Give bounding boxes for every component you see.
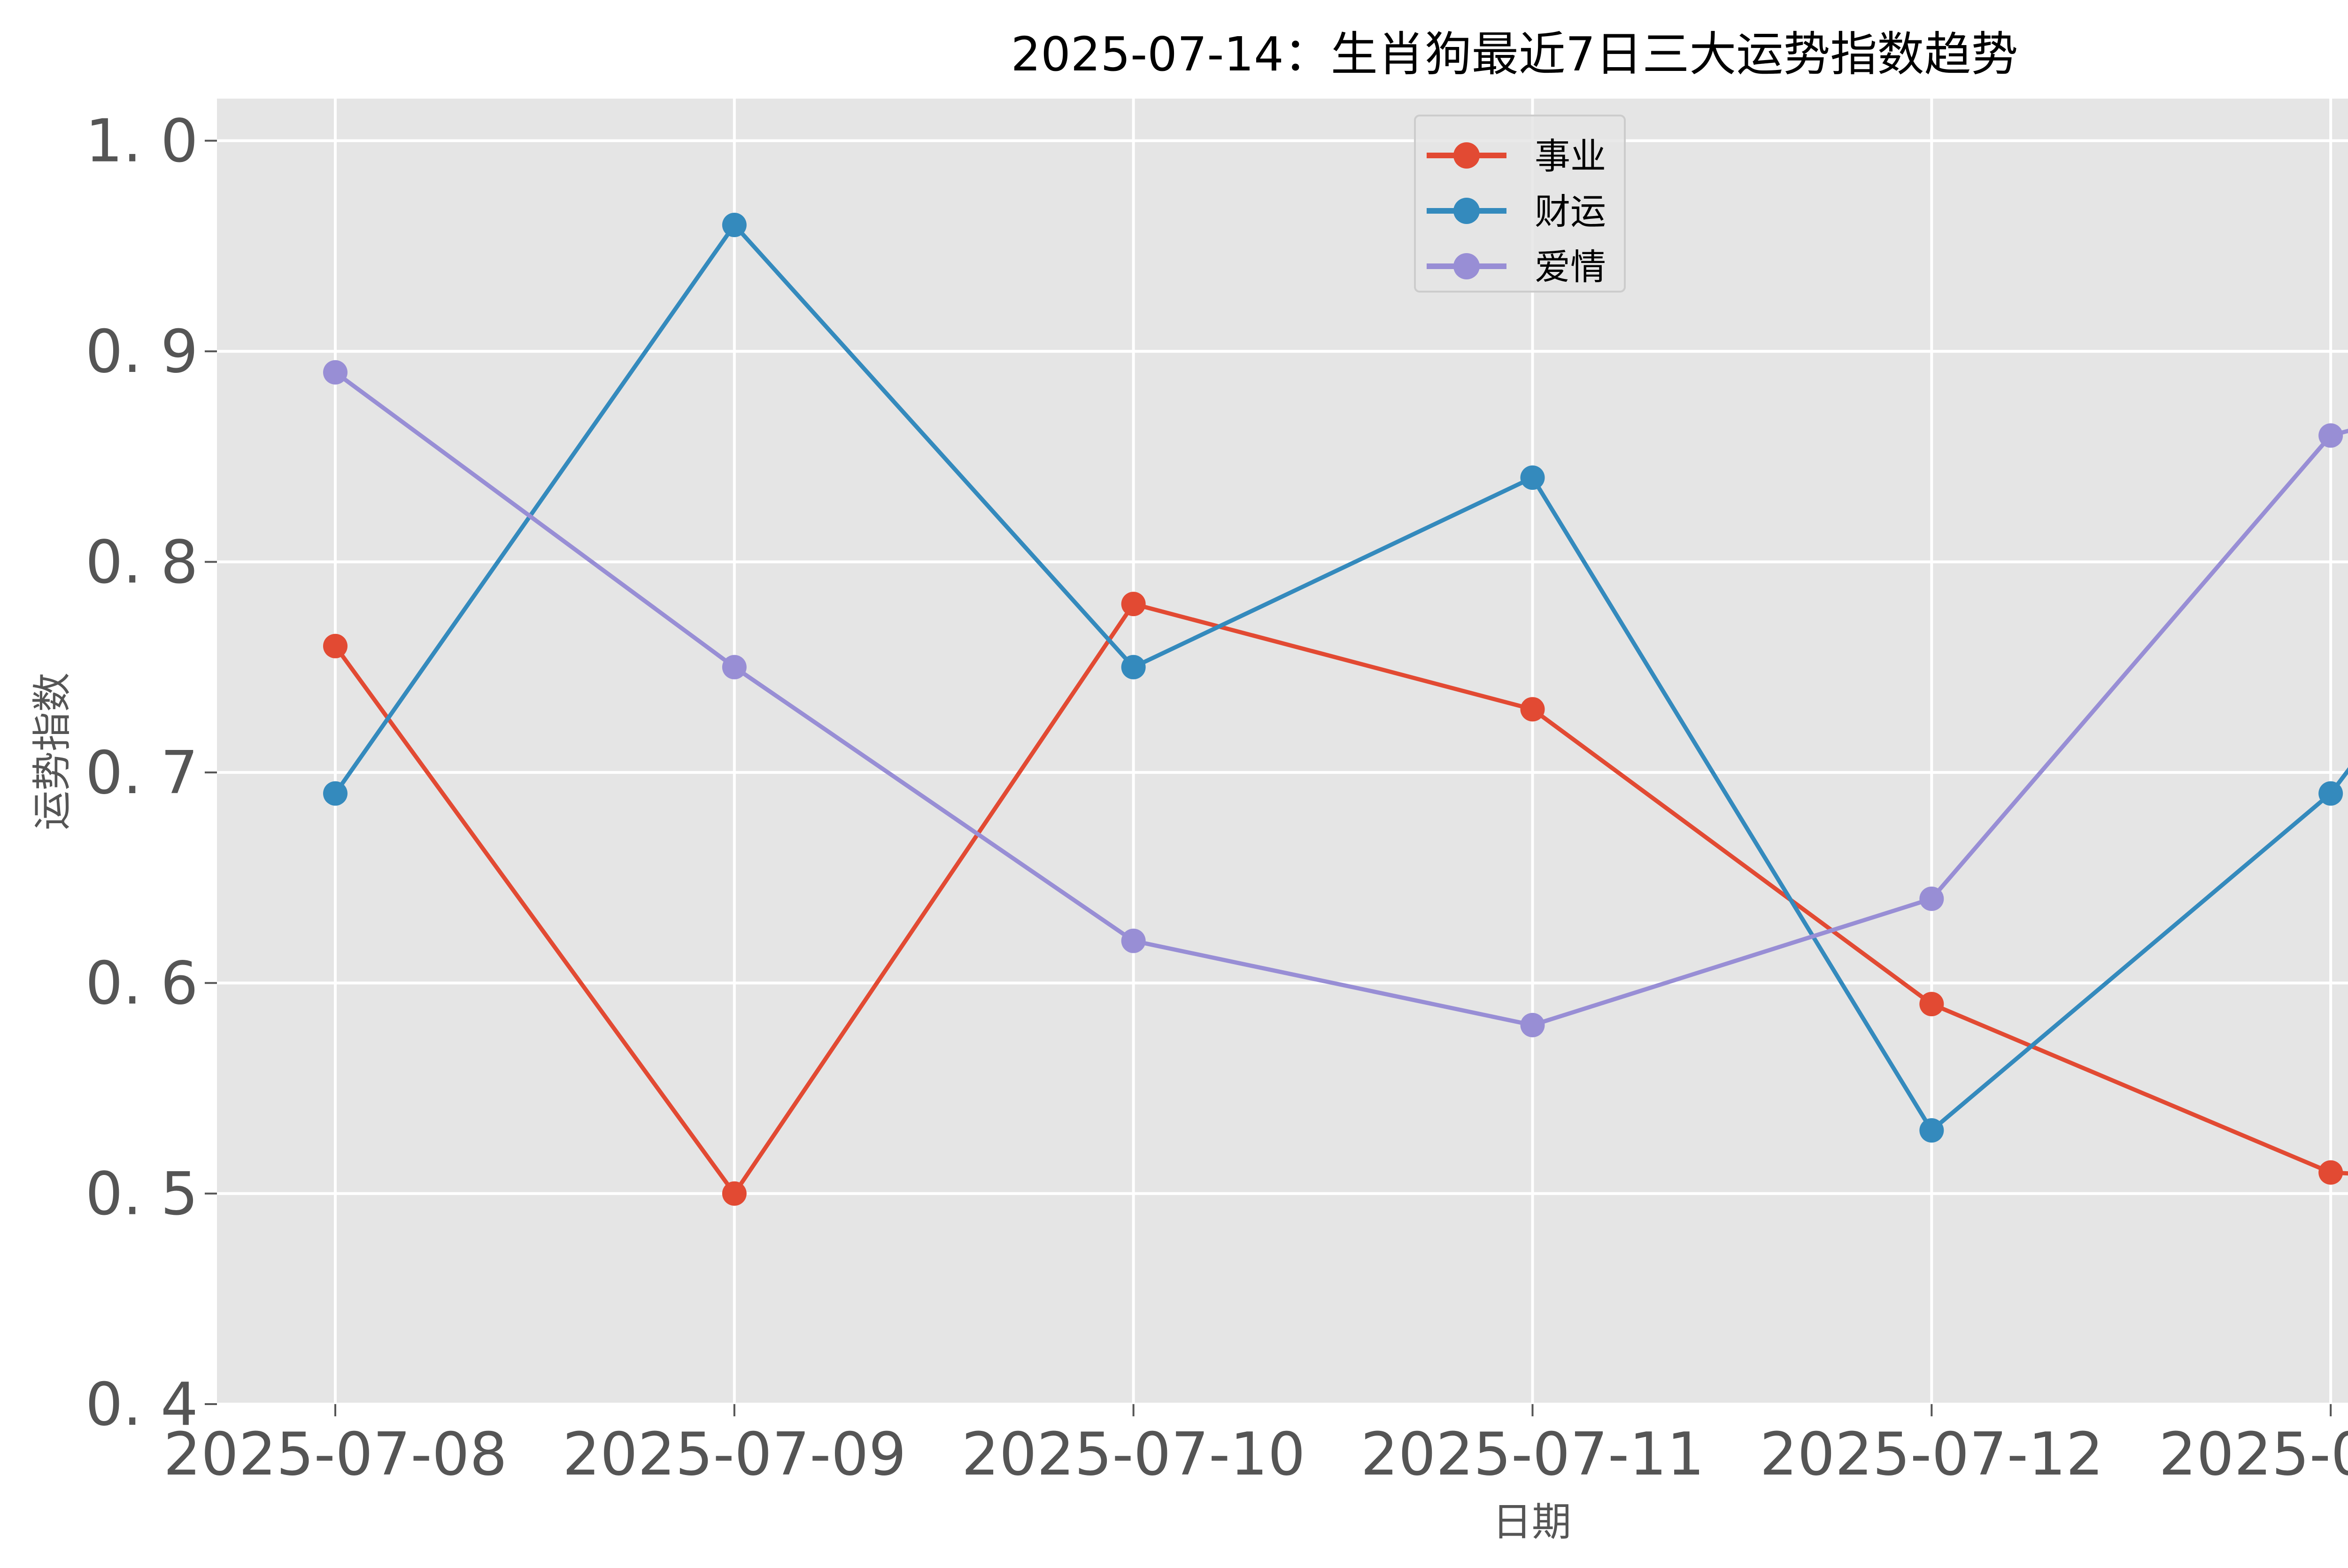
y-tick-label: 0. 4 [85, 1370, 198, 1439]
y-tick-label: 0. 7 [85, 738, 198, 807]
y-tick-label: 0. 9 [85, 317, 198, 386]
y-tick-label: 0. 8 [85, 527, 198, 596]
data-point-marker [1520, 1012, 1545, 1037]
y-tick-label: 0. 5 [85, 1159, 198, 1228]
data-point-marker [2318, 1160, 2343, 1185]
legend-marker-icon [1453, 142, 1480, 169]
data-point-marker [1121, 928, 1146, 953]
data-point-marker [2318, 781, 2343, 806]
legend-marker-icon [1453, 253, 1480, 279]
x-tick-label: 2025-07-09 [563, 1420, 906, 1489]
x-tick-label: 2025-07-13 [2159, 1420, 2348, 1489]
data-point-marker [722, 1181, 747, 1206]
data-point-marker [722, 213, 747, 238]
series-3 [323, 360, 2348, 1037]
data-point-marker [323, 633, 348, 658]
plot-area [217, 99, 2348, 1404]
data-point-marker [1121, 592, 1146, 617]
series-2 [323, 213, 2348, 1143]
x-tick-label: 2025-07-12 [1760, 1420, 2103, 1489]
y-axis-ticks: 0. 4 0. 5 0. 6 0. 7 0. 8 0. 9 1. 0 [85, 107, 217, 1439]
data-point-marker [1919, 1118, 1944, 1143]
series-layer [323, 213, 2348, 1206]
data-point-marker [323, 360, 348, 385]
data-point-marker [722, 655, 747, 680]
data-point-marker [1520, 465, 1545, 490]
legend-label: 财运 [1535, 191, 1606, 232]
x-axis-ticks: 2025-07-08 2025-07-09 2025-07-10 2025-07-11… [163, 1404, 2348, 1489]
data-point-marker [1121, 655, 1146, 680]
data-point-marker [1919, 886, 1944, 911]
x-axis-label: 日期 [1492, 1499, 1571, 1545]
legend-label: 事业 [1535, 135, 1606, 177]
legend-item: 事业 [1427, 135, 1606, 177]
data-point-marker [2318, 423, 2343, 448]
y-axis-label: 运势指数 [29, 672, 75, 830]
chart-title: 2025-07-14：生肖狗最近7日三大运势指数趋势 [1011, 27, 2018, 82]
legend-item: 财运 [1427, 191, 1606, 232]
series-1 [323, 592, 2348, 1206]
x-tick-label: 2025-07-11 [1360, 1420, 1704, 1489]
data-point-marker [1919, 992, 1944, 1017]
legend-label: 爱情 [1535, 246, 1606, 288]
y-tick-label: 1. 0 [85, 107, 198, 176]
x-tick-label: 2025-07-08 [163, 1420, 507, 1489]
data-point-marker [1520, 697, 1545, 722]
legend-item: 爱情 [1427, 246, 1606, 288]
x-tick-label: 2025-07-10 [962, 1420, 1305, 1489]
data-point-marker [323, 781, 348, 806]
y-tick-label: 0. 6 [85, 949, 198, 1018]
legend-marker-icon [1453, 198, 1480, 224]
